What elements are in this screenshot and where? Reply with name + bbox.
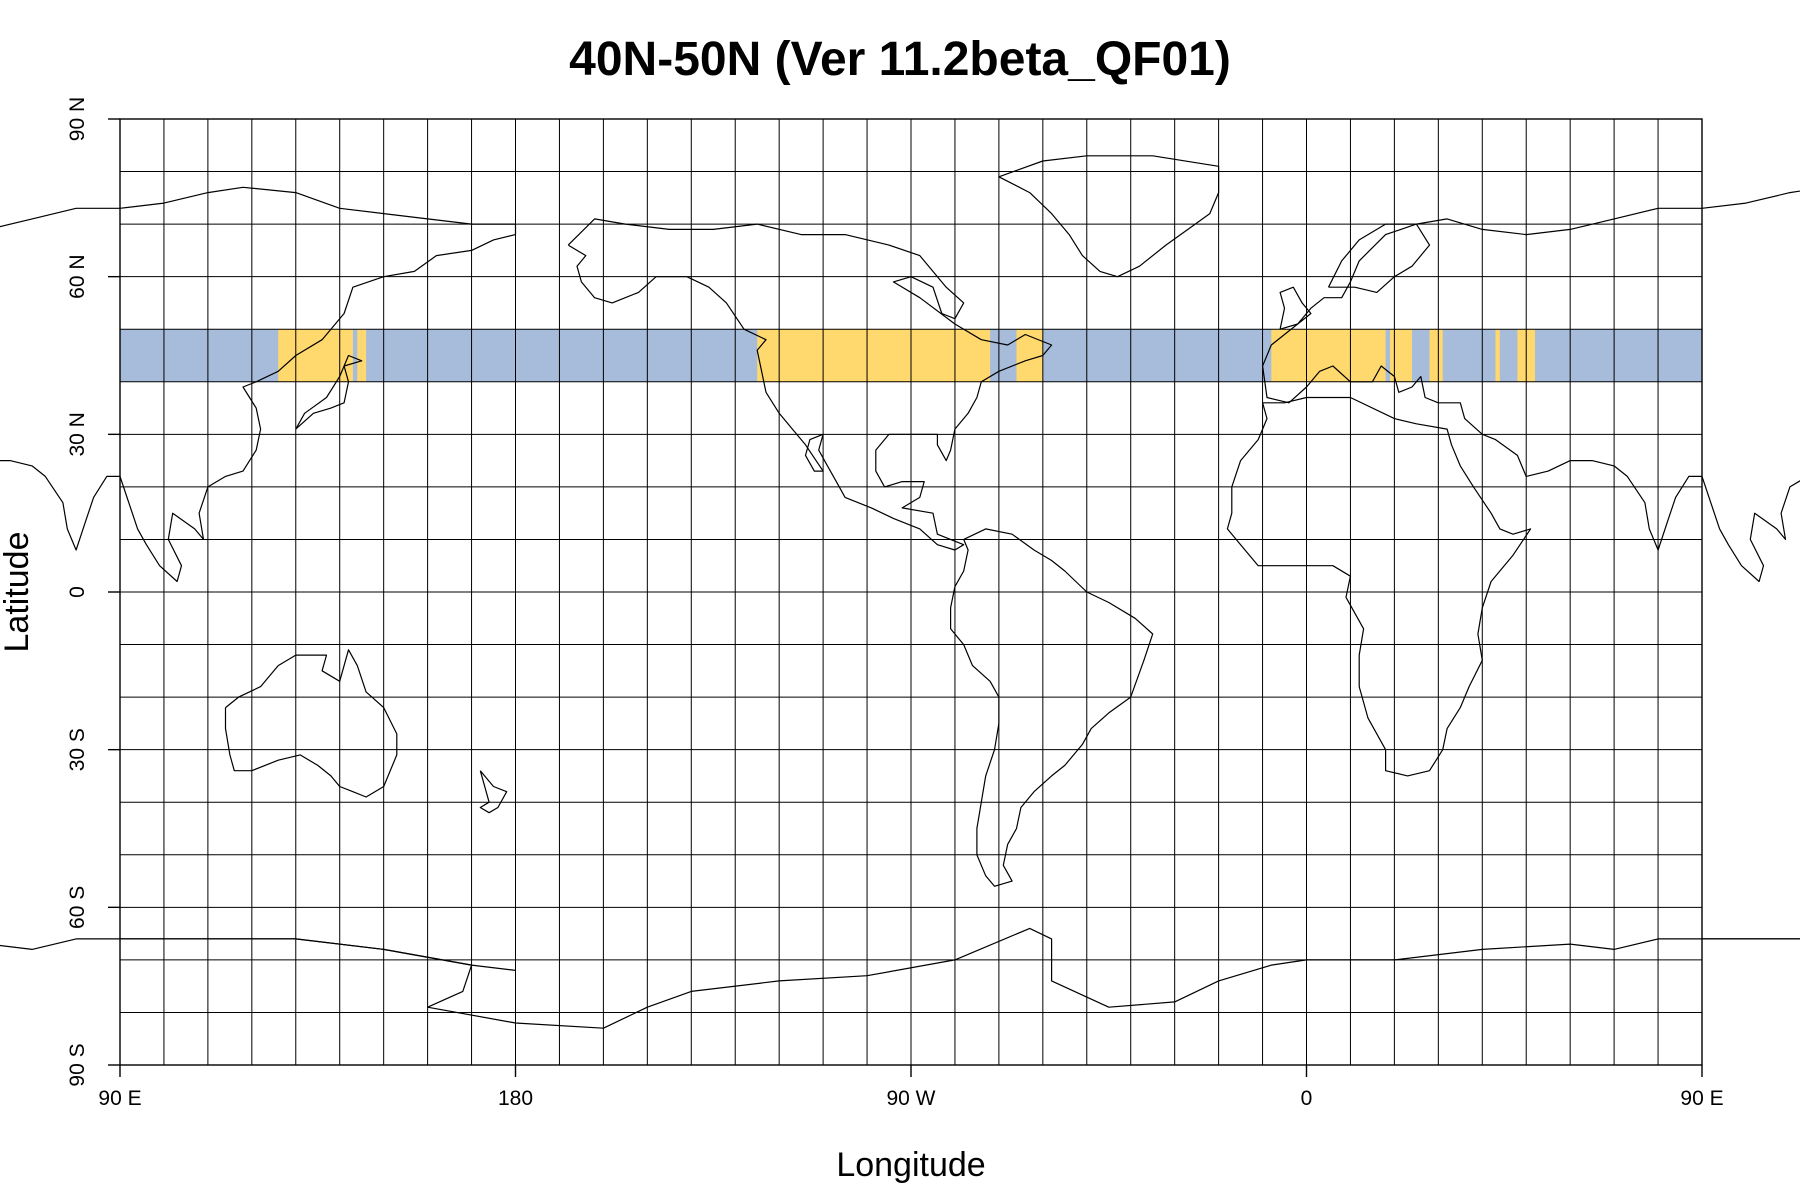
band-land-fill (357, 329, 362, 382)
band-land-fill (361, 329, 367, 382)
x-axis-title: Longitude (836, 1146, 985, 1184)
y-axis-ticks: 90 N 60 N 30 N 0 30 S 60 S 90 S (66, 97, 120, 1087)
band-land-fill (1495, 329, 1500, 382)
band-land-fill (1271, 329, 1386, 382)
band-land-fill (1389, 329, 1412, 382)
x-tick-label: 90 W (886, 1087, 935, 1110)
y-tick-label: 0 (66, 586, 89, 598)
japan-coastline (295, 354, 363, 430)
map-graticule (120, 119, 1702, 1065)
antarctica-east-coastline (120, 938, 516, 971)
antarctica-coastline (0, 938, 120, 950)
south-america-coastline (950, 528, 1154, 887)
y-tick-label: 90 S (66, 1043, 89, 1086)
y-tick-label: 60 S (66, 886, 89, 929)
eurasia-coastline (1262, 190, 1800, 583)
x-tick-label: 0 (1301, 1087, 1313, 1110)
antarctica-coastline (120, 927, 1702, 1029)
africa-coastline (1226, 396, 1532, 777)
y-tick-label: 30 S (66, 728, 89, 771)
scandinavia-coastline (1327, 223, 1431, 293)
coastline-outlines (0, 155, 1800, 1029)
y-tick-label: 60 N (66, 254, 89, 298)
eurasia-coastline (0, 186, 517, 583)
y-tick-label: 30 N (66, 412, 89, 456)
map-title: 40N-50N (Ver 11.2beta_QF01) (569, 33, 1231, 86)
y-tick-label: 90 N (66, 97, 89, 141)
band-land-fill (1429, 329, 1443, 382)
north-america-coastline (567, 218, 1053, 551)
x-tick-label: 90 E (1680, 1087, 1723, 1110)
great-britain-coastline (1279, 286, 1312, 330)
band-land-fill (757, 329, 991, 382)
australia-coastline (224, 649, 398, 798)
x-tick-label: 90 E (98, 1087, 141, 1110)
y-axis-title: Latitude (0, 532, 36, 653)
antarctica-coastline (1702, 938, 1800, 940)
new-zealand-coastline (479, 770, 508, 814)
x-tick-label: 180 (498, 1087, 533, 1110)
band-land-fill (278, 329, 353, 382)
antarctica-east-coastline (1702, 938, 1800, 940)
band-land-fill (1016, 329, 1043, 382)
greenland-coastline (998, 155, 1220, 278)
